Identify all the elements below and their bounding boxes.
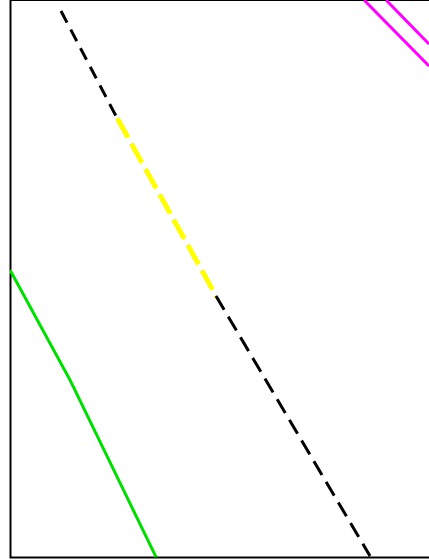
dashed-route-upper — [59, 10, 119, 119]
green-line — [8, 269, 158, 558]
magenta-line-1 — [362, 0, 429, 68]
magenta-line-2 — [384, 0, 429, 46]
highlighted-route-segment — [114, 116, 219, 298]
dashed-route-lower — [214, 295, 372, 557]
